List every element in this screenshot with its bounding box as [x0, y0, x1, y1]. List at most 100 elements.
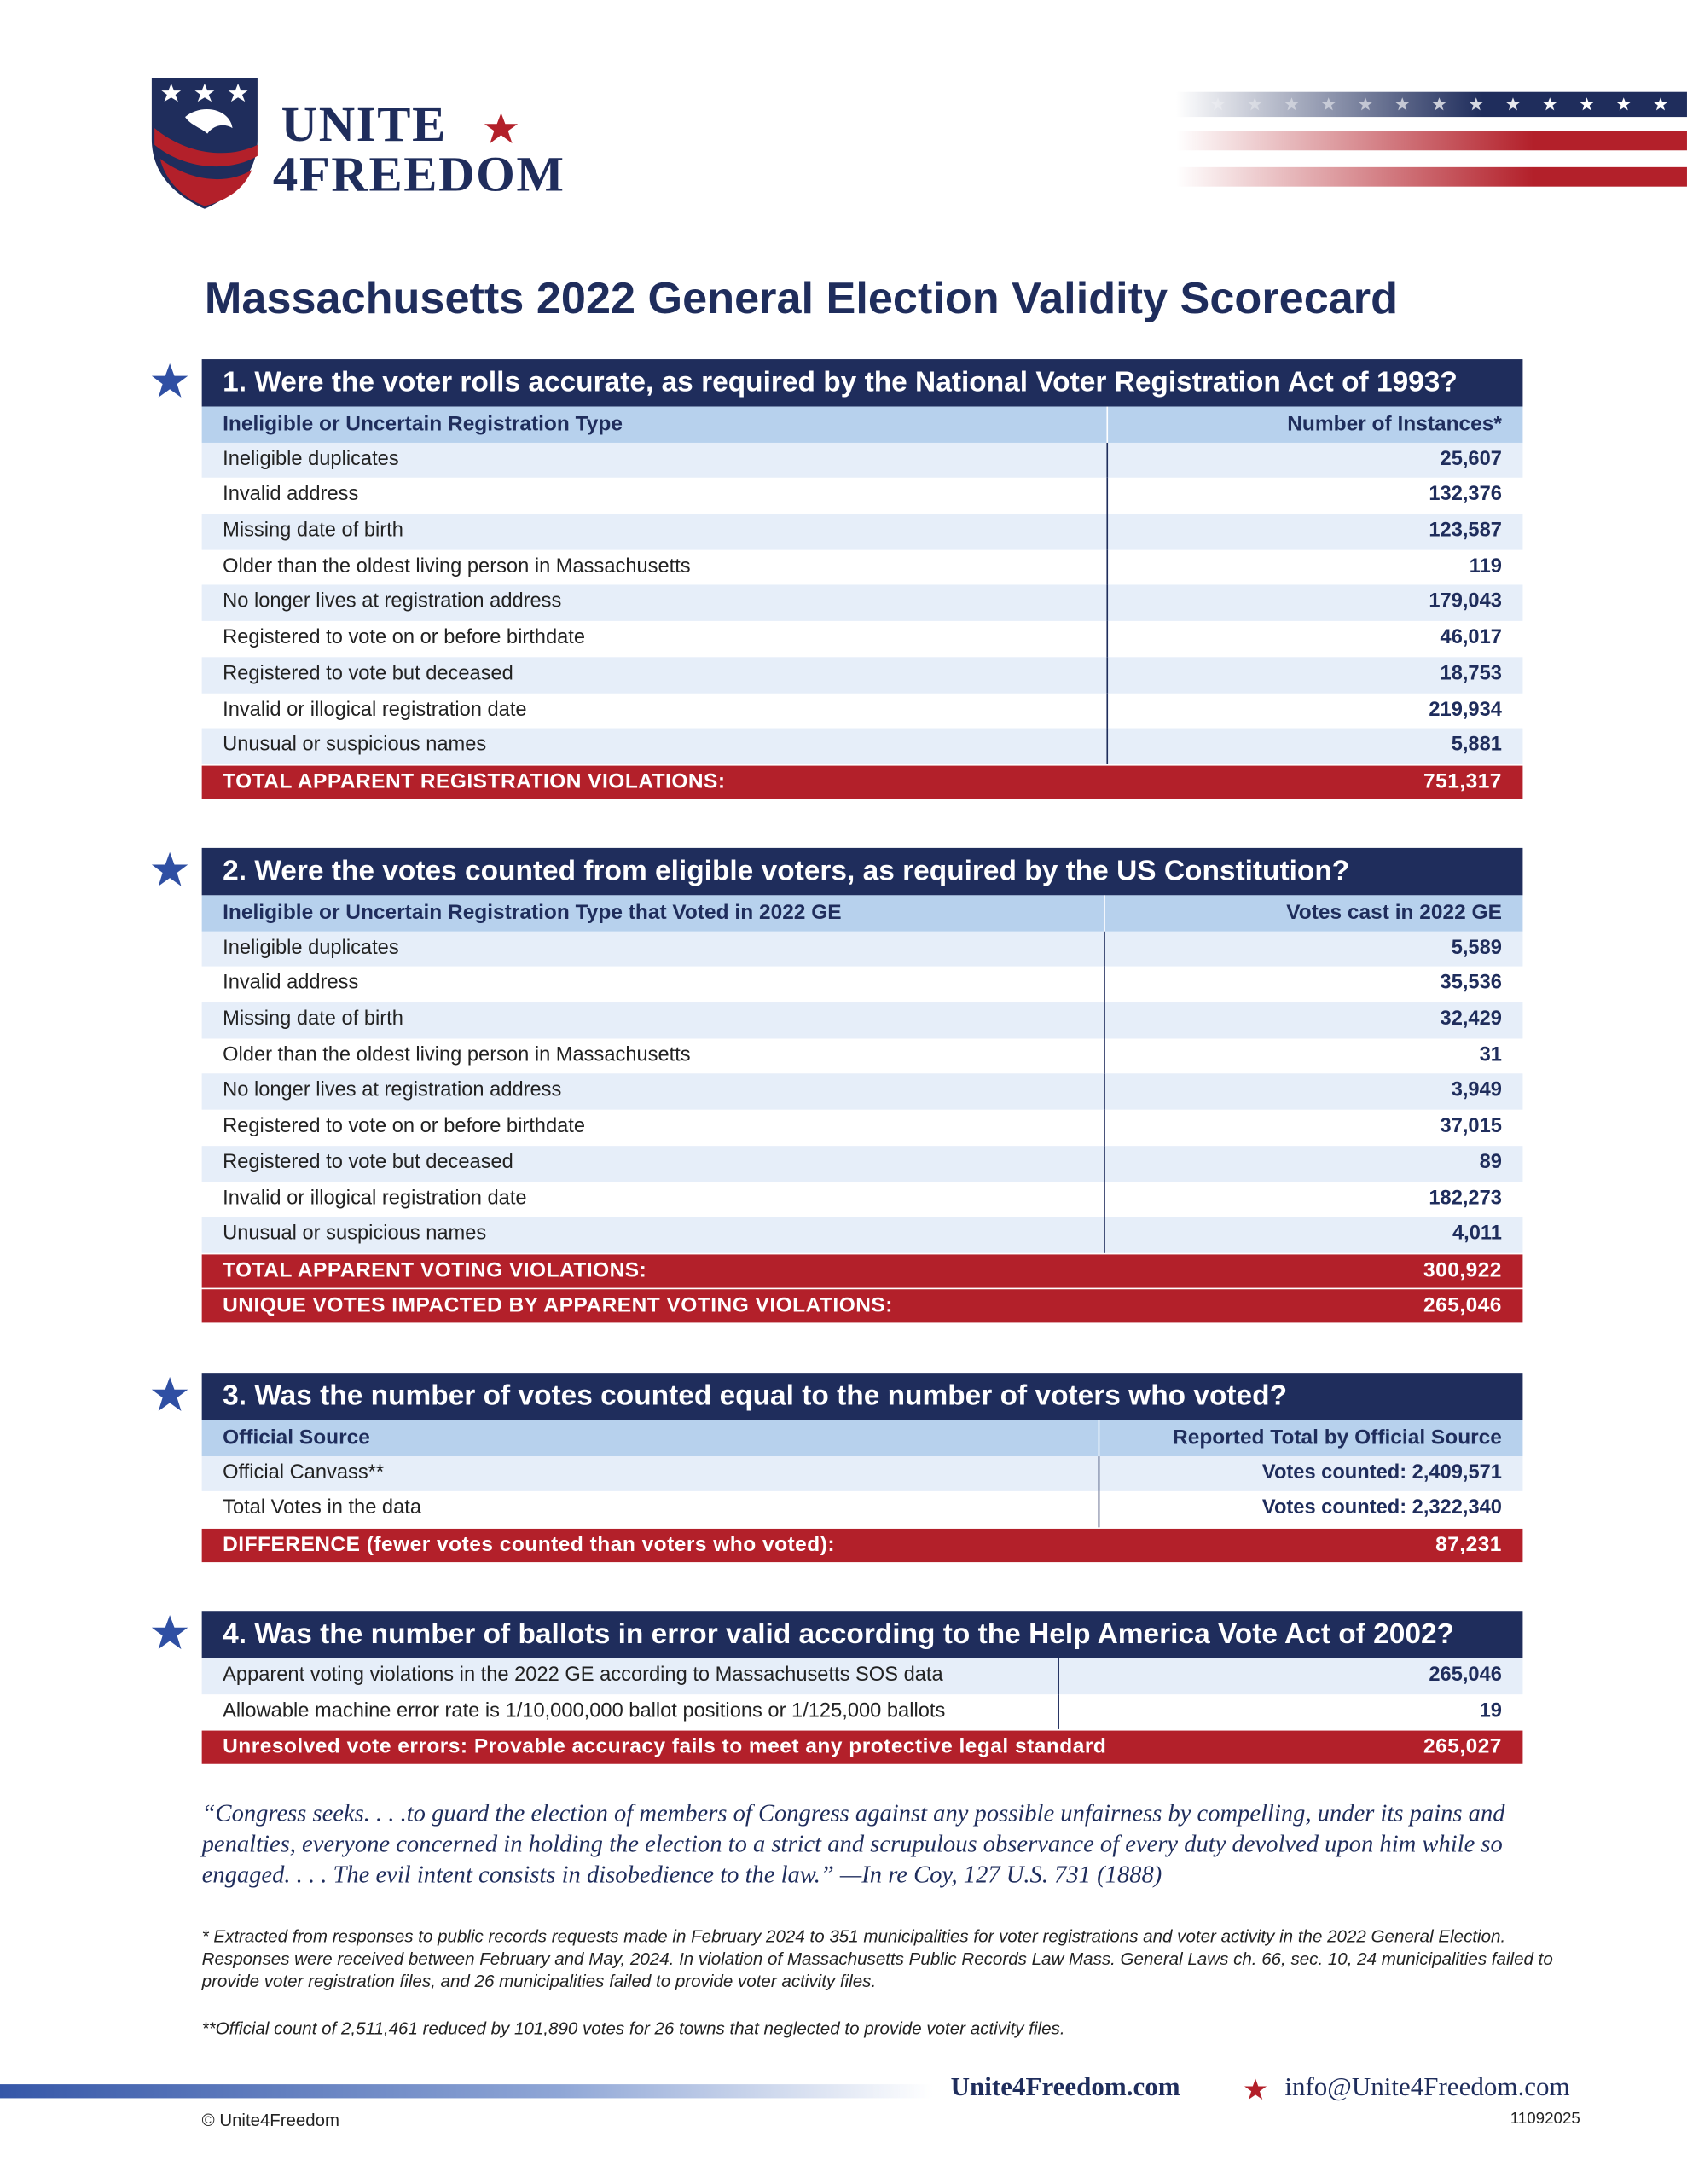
column-header: Ineligible or Uncertain Registration Typ… [201, 895, 1523, 932]
cell-label: UNIQUE VOTES IMPACTED BY APPARENT VOTING… [223, 1292, 893, 1317]
logo-line1: UNITE [281, 96, 447, 152]
table-row: Registered to vote on or before birthdat… [202, 621, 1523, 657]
cell-value: 5,589 [1451, 936, 1502, 959]
section-star [151, 1615, 188, 1650]
table-row: Invalid or illogical registration date 21… [202, 692, 1523, 729]
quote: “Congress seeks. . . .to guard the elect… [201, 1798, 1505, 1888]
website: Unite4Freedom.com [950, 2073, 1180, 2103]
cell-label: Invalid address [202, 967, 1105, 1003]
cell-label: No longer lives at registration address [202, 1073, 1105, 1110]
cell-label: Invalid address [202, 478, 1109, 514]
cell-label: Apparent voting violations in the 2022 G… [202, 1658, 1059, 1694]
cell-value: 18,753 [1440, 662, 1502, 685]
section-heading: 2. Were the votes counted from eligible … [201, 847, 1523, 896]
table-row: Invalid address 35,536 [202, 967, 1523, 1003]
table-row: No longer lives at registration address 1… [201, 585, 1523, 622]
logo-line2: 4FREEDOM [272, 146, 565, 202]
footer-star [1244, 2078, 1267, 2100]
cell-value: 132,376 [1429, 483, 1502, 507]
section-heading: 1. Were the voter rolls accurate, as req… [201, 359, 1523, 407]
cell-label: Registered to vote but deceased [202, 1145, 1105, 1182]
cell-value: 219,934 [1429, 698, 1502, 721]
cell-label: Older than the oldest living person in M… [202, 1038, 1105, 1074]
cell-label: Ineligible duplicates [202, 931, 1105, 967]
cell-value: 37,015 [1440, 1115, 1502, 1138]
cell-label: Ineligible or Uncertain Registration Typ… [202, 406, 1109, 443]
cell-label: Registered to vote on or before birthdat… [202, 621, 1109, 657]
cell-label: Official Source [202, 1420, 1100, 1456]
copyright: © Unite4Freedom [201, 2111, 339, 2130]
flag-stripes [1176, 91, 1687, 187]
cell-value: Number of Instances* [1287, 412, 1502, 436]
table-row: Apparent voting violations in the 2022 G… [201, 1658, 1523, 1694]
table-row: Missing date of birth 123,587 [201, 514, 1523, 550]
table-row: Registered to vote but deceased 89 [201, 1145, 1523, 1182]
cell-value: 119 [1469, 555, 1502, 578]
cell-value: 25,607 [1440, 447, 1502, 471]
table-row: Invalid or illogical registration date 18… [202, 1181, 1523, 1217]
cell-label: Older than the oldest living person in M… [202, 549, 1109, 586]
cell-label: Invalid or illogical registration date [202, 1181, 1105, 1217]
logo-star [484, 113, 519, 144]
total-row: UNIQUE VOTES IMPACTED BY APPARENT VOTING… [201, 1289, 1523, 1323]
cell-label: Ineligible duplicates [202, 442, 1109, 479]
cell-label: Registered to vote on or before birthdat… [202, 1109, 1105, 1146]
section-heading: 4. Was the number of ballots in error va… [201, 1611, 1523, 1658]
cell-value: 265,046 [1429, 1664, 1502, 1687]
table-row: Older than the oldest living person in M… [202, 549, 1523, 586]
footnote: **Official count of 2,511,461 reduced by… [201, 2018, 1065, 2039]
cell-label: Unusual or suspicious names [202, 1217, 1105, 1253]
cell-value: 3,949 [1451, 1079, 1502, 1102]
doc-code: 11092025 [1510, 2111, 1580, 2128]
section: 3. Was the number of votes counted equal… [151, 1373, 1523, 1563]
cell-value: 35,536 [1440, 972, 1502, 995]
table-row: Older than the oldest living person in M… [202, 1038, 1523, 1074]
table-row: Official Canvass** Votes counted: 2,409,5… [201, 1455, 1523, 1492]
email: info@Unite4Freedom.com [1284, 2073, 1570, 2103]
cell-label: Registered to vote but deceased [202, 656, 1109, 693]
table-row: Registered to vote but deceased 18,753 [201, 656, 1523, 693]
section-star [151, 363, 188, 398]
cell-label: No longer lives at registration address [202, 585, 1109, 622]
cell-value: 46,017 [1440, 626, 1502, 649]
cell-label: Ineligible or Uncertain Registration Typ… [202, 895, 1105, 932]
cell-label: Total Votes in the data [202, 1491, 1100, 1528]
cell-label: Missing date of birth [202, 514, 1109, 550]
cell-label: Missing date of birth [202, 1002, 1105, 1039]
section-star [151, 851, 188, 886]
total-row: DIFFERENCE (fewer votes counted than vot… [201, 1529, 1523, 1563]
cell-value: Reported Total by Official Source [1173, 1426, 1502, 1449]
cell-value: 123,587 [1429, 519, 1502, 542]
cell-label: Unresolved vote errors: Provable accurac… [223, 1735, 1107, 1759]
cell-value: 4,011 [1452, 1223, 1502, 1246]
table-row: Allowable machine error rate is 1/10,000… [202, 1693, 1523, 1730]
section: 2. Were the votes counted from eligible … [151, 847, 1523, 1323]
table-row: Registered to vote on or before birthdat… [202, 1109, 1523, 1146]
table-row: No longer lives at registration address 3… [201, 1073, 1523, 1110]
cell-value: 19 [1479, 1699, 1502, 1722]
cell-value: 179,043 [1429, 590, 1502, 613]
title: Massachusetts 2022 General Election Vali… [204, 272, 1399, 323]
total-row: TOTAL APPARENT VOTING VIOLATIONS: 300,922 [201, 1254, 1523, 1288]
cell-value: 300,922 [1423, 1258, 1502, 1282]
table-row: Ineligible duplicates 5,589 [201, 931, 1523, 967]
cell-label: Official Canvass** [202, 1455, 1100, 1492]
cell-label: Unusual or suspicious names [202, 728, 1109, 764]
table-row: Unusual or suspicious names 4,011 [201, 1217, 1523, 1253]
total-row: TOTAL APPARENT REGISTRATION VIOLATIONS: 7… [201, 765, 1523, 799]
table-row: Unusual or suspicious names 5,881 [201, 728, 1523, 764]
logo-shield [151, 78, 258, 209]
footer-bar [0, 2084, 933, 2099]
cell-value: 87,231 [1435, 1532, 1502, 1557]
section-star [151, 1377, 188, 1412]
table-row: Ineligible duplicates 25,607 [201, 442, 1523, 479]
cell-value: 265,027 [1423, 1735, 1502, 1759]
cell-label: DIFFERENCE (fewer votes counted than vot… [223, 1532, 836, 1557]
cell-value: 89 [1479, 1151, 1502, 1174]
cell-label: Invalid or illogical registration date [202, 692, 1109, 729]
table-row: Invalid address 132,376 [202, 478, 1523, 514]
cell-value: 5,881 [1451, 734, 1502, 757]
footnote: * Extracted from responses to public rec… [201, 1926, 1553, 1991]
cell-value: Votes cast in 2022 GE [1286, 900, 1502, 925]
